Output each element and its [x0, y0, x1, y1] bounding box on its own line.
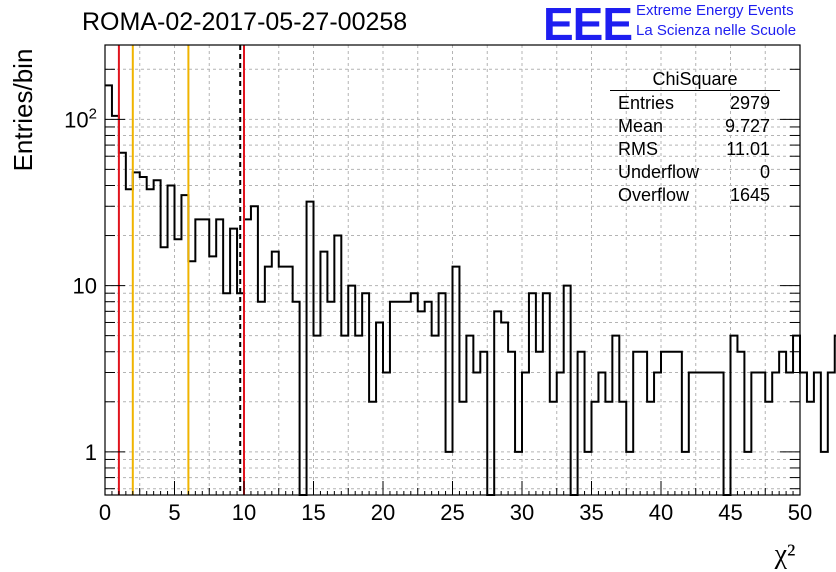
- y-tick-label: 1: [85, 440, 97, 465]
- y-tick-label: 102: [64, 105, 97, 132]
- x-tick-label: 45: [718, 500, 742, 525]
- histogram-steps: [105, 84, 836, 496]
- histogram: [105, 84, 836, 496]
- y-axis-label: Entries/bin: [8, 49, 38, 172]
- x-tick-label: 50: [788, 500, 812, 525]
- stats-row: Mean 9.727: [610, 115, 780, 138]
- x-tick-label: 30: [510, 500, 534, 525]
- x-tick-label: 20: [371, 500, 395, 525]
- stats-label: Mean: [618, 116, 664, 136]
- x-tick-label: 10: [232, 500, 256, 525]
- page-title: ROMA-02-2017-05-27-00258: [82, 8, 408, 36]
- stats-label: Underflow: [618, 162, 700, 182]
- stats-value: 11.01: [726, 139, 770, 159]
- stats-label: Overflow: [618, 185, 690, 205]
- stats-row: Underflow 0: [610, 161, 780, 184]
- stats-row: RMS 11.01: [610, 138, 780, 161]
- stats-value: 2979: [729, 93, 770, 113]
- stats-value: 0: [759, 162, 770, 182]
- reference-lines: [117, 45, 245, 495]
- x-tick-label: 25: [440, 500, 464, 525]
- stats-value: 1645: [729, 185, 770, 205]
- logo-text-line1: Extreme Energy Events: [636, 2, 794, 19]
- x-tick-label: 15: [301, 500, 325, 525]
- stats-title: ChiSquare: [610, 68, 780, 91]
- y-tick-label: 10: [73, 274, 97, 299]
- x-tick-label: 35: [579, 500, 603, 525]
- stats-label: RMS: [618, 139, 658, 159]
- stats-row: Overflow 1645: [610, 184, 780, 207]
- stats-row: Entries 2979: [610, 92, 780, 115]
- stats-label: Entries: [618, 93, 675, 113]
- stats-value: 9.727: [724, 116, 770, 136]
- stats-box: ChiSquare Entries 2979 Mean 9.727 RMS 11.01…: [610, 68, 780, 207]
- logo-text-line2: La Scienza nelle Scuole: [636, 22, 797, 39]
- x-tick-label: 0: [99, 500, 111, 525]
- eee-logo: EEE: [543, 0, 633, 50]
- x-tick-label: 5: [168, 500, 180, 525]
- x-tick-label: 40: [649, 500, 673, 525]
- x-axis-label: χ²: [774, 539, 796, 570]
- axis-ticks: 0 5 10 15 20 25 30 35 40 45 50 1 10 102: [64, 68, 812, 525]
